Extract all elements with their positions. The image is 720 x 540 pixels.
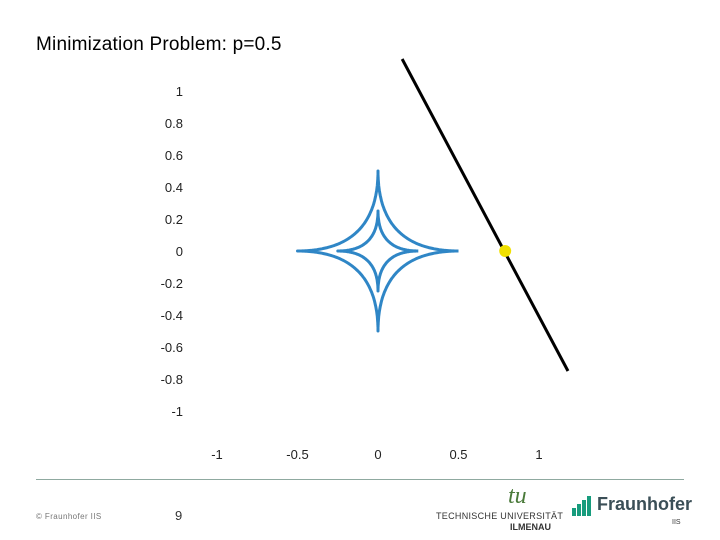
x-axis-ticks: -1 -0.5 0 0.5 1 — [211, 447, 542, 462]
fraunhofer-wordmark: Fraunhofer — [597, 494, 693, 514]
y-tick-label: -1 — [171, 404, 183, 419]
fraunhofer-logo: Fraunhofer IIS — [572, 492, 692, 536]
x-tick-label: 0.5 — [449, 447, 467, 462]
tu-ilmenau-logo: tu TECHNISCHE UNIVERSITÄT ILMENAU — [436, 483, 564, 535]
page-number: 9 — [175, 508, 183, 523]
y-tick-label: 1 — [176, 84, 183, 99]
fraunhofer-sub: IIS — [672, 519, 681, 526]
x-tick-label: -1 — [211, 447, 223, 462]
lp-ball-curve — [336, 209, 420, 293]
y-tick-label: -0.4 — [161, 308, 183, 323]
y-tick-label: 0.8 — [165, 116, 183, 131]
fraunhofer-logo-icon — [572, 496, 591, 516]
y-tick-label: -0.2 — [161, 276, 183, 291]
y-tick-label: -0.6 — [161, 340, 183, 355]
slide-title: Minimization Problem: p=0.5 — [36, 34, 282, 55]
y-tick-label: 0.4 — [165, 180, 183, 195]
solution-point — [499, 245, 512, 257]
chart-series — [296, 58, 570, 372]
y-tick-label: -0.8 — [161, 372, 183, 387]
y-tick-label: 0.6 — [165, 148, 183, 163]
copyright-text: © Fraunhofer IIS — [36, 512, 102, 521]
footer-divider — [36, 479, 684, 480]
tu-logo-mark: tu — [508, 483, 527, 509]
lp-ball-curve — [296, 169, 460, 333]
x-tick-label: -0.5 — [286, 447, 308, 462]
x-tick-label: 0 — [374, 447, 381, 462]
x-tick-label: 1 — [535, 447, 542, 462]
constraint-line — [400, 58, 570, 372]
y-tick-label: 0.2 — [165, 212, 183, 227]
y-tick-label: 0 — [176, 244, 183, 259]
tu-logo-line1: TECHNISCHE UNIVERSITÄT — [436, 511, 564, 521]
y-axis-ticks: 1 0.8 0.6 0.4 0.2 0 -0.2 -0.4 -0.6 -0.8 -1 — [161, 84, 183, 419]
tu-logo-line2: ILMENAU — [510, 522, 551, 532]
